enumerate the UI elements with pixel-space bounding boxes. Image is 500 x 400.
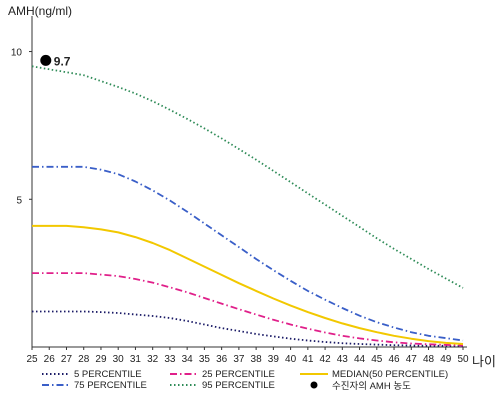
x-tick-label: 31	[130, 354, 142, 365]
legend-swatch-patient-amh	[310, 381, 318, 389]
x-tick-label: 34	[182, 354, 194, 365]
x-tick-label: 42	[320, 354, 332, 365]
x-tick-label: 44	[354, 354, 366, 365]
series-line-75-percentile	[32, 165, 464, 342]
legend-label-25-percentile: 25 PERCENTILE	[202, 369, 275, 380]
y-tick-label: 10	[11, 48, 23, 59]
legend-label-median-50-percentile: MEDIAN(50 PERCENTILE)	[332, 369, 448, 380]
x-tick-label: 40	[285, 354, 297, 365]
x-axis-label: 나이	[472, 354, 496, 369]
series-line-median-50-percentile	[32, 224, 464, 345]
x-tick-label: 37	[233, 354, 245, 365]
series-line-95-percentile	[31, 65, 464, 289]
x-tick-label: 49	[440, 354, 452, 365]
legend-label-95-percentile: 95 PERCENTILE	[202, 380, 275, 391]
x-tick-label: 28	[78, 354, 90, 365]
y-tick-label: 5	[16, 195, 22, 206]
x-tick-label: 35	[199, 354, 211, 365]
x-tick-label: 36	[216, 354, 228, 365]
x-tick-label: 38	[251, 354, 263, 365]
x-tick-label: 46	[388, 354, 400, 365]
patient-amh-value-label: 9.7	[54, 54, 71, 68]
x-tick-label: 27	[61, 354, 73, 365]
x-tick-label: 47	[406, 354, 418, 365]
series-line-5-percentile	[32, 310, 464, 347]
legend-label-5-percentile: 5 PERCENTILE	[74, 369, 142, 380]
x-tick-label: 39	[268, 354, 280, 365]
x-tick-label: 45	[371, 354, 383, 365]
x-tick-label: 43	[337, 354, 349, 365]
x-tick-label: 32	[147, 354, 159, 365]
x-tick-label: 48	[423, 354, 435, 365]
patient-amh-point	[40, 54, 52, 66]
x-tick-label: 50	[457, 354, 469, 365]
x-tick-label: 26	[44, 354, 56, 365]
y-axis-label: AMH(ng/ml)	[8, 4, 72, 18]
x-tick-label: 30	[113, 354, 125, 365]
x-tick-label: 33	[164, 354, 176, 365]
x-tick-label: 25	[26, 354, 38, 365]
legend-label-75-percentile: 75 PERCENTILE	[74, 380, 147, 391]
series-line-25-percentile	[32, 272, 464, 347]
legend-label-patient-amh: 수진자의 AMH 농도	[332, 381, 411, 392]
x-tick-label: 29	[95, 354, 107, 365]
x-tick-label: 41	[302, 354, 314, 365]
